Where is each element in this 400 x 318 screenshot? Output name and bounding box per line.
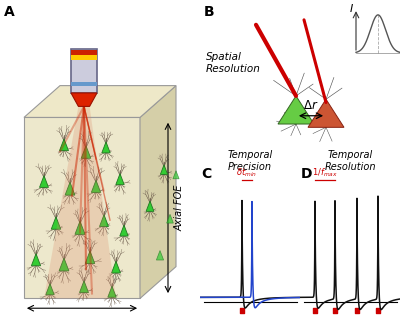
- Polygon shape: [108, 286, 116, 297]
- Text: D: D: [301, 167, 312, 181]
- Polygon shape: [71, 49, 97, 93]
- Polygon shape: [160, 165, 168, 174]
- Polygon shape: [44, 107, 116, 298]
- Polygon shape: [31, 254, 41, 266]
- Text: Temporal
Precision: Temporal Precision: [227, 150, 273, 172]
- Polygon shape: [75, 221, 85, 234]
- Polygon shape: [100, 215, 108, 226]
- Polygon shape: [51, 217, 61, 229]
- Polygon shape: [65, 182, 75, 195]
- Polygon shape: [59, 258, 69, 271]
- Polygon shape: [71, 93, 97, 107]
- Polygon shape: [24, 117, 140, 298]
- Polygon shape: [112, 261, 120, 273]
- Polygon shape: [91, 180, 101, 192]
- Polygon shape: [278, 96, 314, 124]
- Text: $\Delta r$: $\Delta r$: [303, 99, 319, 112]
- Polygon shape: [71, 50, 97, 55]
- Polygon shape: [46, 284, 54, 295]
- Text: Temporal
Resolution: Temporal Resolution: [324, 150, 376, 172]
- Text: $\delta t_{min}$: $\delta t_{min}$: [236, 167, 258, 179]
- Polygon shape: [140, 86, 176, 298]
- Text: Spatial
Resolution: Spatial Resolution: [206, 52, 261, 74]
- Polygon shape: [85, 251, 95, 263]
- Text: $1/f_{max}$: $1/f_{max}$: [312, 167, 338, 179]
- Polygon shape: [60, 139, 68, 151]
- Text: $I$: $I$: [348, 2, 354, 14]
- Polygon shape: [156, 251, 164, 260]
- Polygon shape: [120, 225, 128, 236]
- Text: B: B: [204, 5, 215, 19]
- Polygon shape: [24, 86, 176, 117]
- Polygon shape: [173, 171, 179, 179]
- Polygon shape: [40, 176, 48, 187]
- Polygon shape: [116, 174, 124, 185]
- Text: A: A: [4, 5, 15, 19]
- Polygon shape: [71, 82, 97, 86]
- Polygon shape: [308, 99, 344, 127]
- Polygon shape: [71, 55, 97, 60]
- Polygon shape: [167, 214, 173, 223]
- Polygon shape: [102, 142, 110, 153]
- Polygon shape: [81, 146, 91, 158]
- Text: Axial FOE: Axial FOE: [175, 185, 185, 231]
- Polygon shape: [80, 281, 88, 293]
- Text: C: C: [201, 167, 211, 181]
- Polygon shape: [146, 201, 154, 211]
